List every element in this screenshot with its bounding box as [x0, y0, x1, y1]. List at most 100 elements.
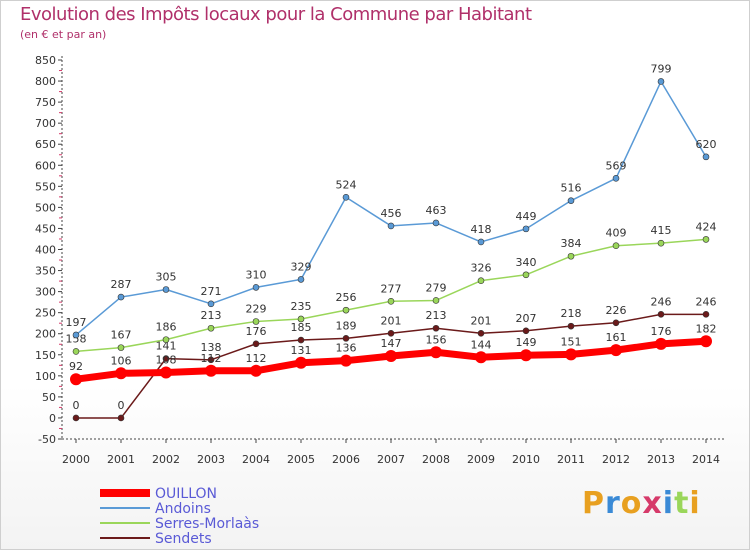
data-point-ouillon [160, 366, 172, 379]
data-label-sendets: 226 [606, 304, 627, 317]
x-tick-label: 2005 [287, 453, 315, 466]
data-point-serres-morla-s [162, 336, 170, 343]
data-point-sendets [522, 327, 530, 335]
y-tick-label: 700 [35, 117, 56, 130]
data-label-andoins: 329 [291, 260, 312, 273]
data-point-andoins [117, 293, 125, 301]
data-label-andoins: 310 [246, 268, 267, 281]
data-point-andoins [657, 78, 665, 85]
y-tick-label: 200 [35, 328, 56, 341]
data-point-sendets [432, 324, 440, 332]
y-tick-label: 350 [35, 265, 56, 278]
data-label-serres-morla-s: 415 [651, 224, 672, 237]
legend-label-andoins: Andoins [155, 501, 211, 517]
y-tick-label: 650 [35, 138, 56, 151]
data-label-andoins: 516 [561, 182, 582, 195]
data-point-andoins [162, 286, 170, 293]
data-point-sendets [477, 330, 485, 337]
chart-subtitle: (en € et par an) [20, 28, 107, 41]
y-tick-label: -50 [38, 433, 56, 446]
y-tick-label: 750 [35, 96, 56, 109]
data-point-sendets [117, 414, 125, 422]
x-tick-label: 2007 [377, 453, 405, 466]
x-tick-label: 2011 [557, 453, 585, 466]
data-point-serres-morla-s [117, 344, 125, 351]
data-point-sendets [207, 356, 215, 364]
y-tick-label: 400 [35, 244, 56, 257]
data-point-serres-morla-s [297, 315, 305, 323]
data-label-andoins: 463 [426, 204, 447, 217]
data-label-andoins: 305 [156, 271, 177, 284]
data-point-serres-morla-s [702, 236, 710, 243]
data-point-andoins [612, 175, 620, 182]
data-label-serres-morla-s: 186 [156, 321, 177, 334]
data-point-sendets [567, 322, 575, 330]
data-label-sendets: 0 [73, 399, 80, 412]
data-label-ouillon: 92 [69, 360, 83, 373]
data-label-andoins: 271 [201, 285, 222, 298]
data-label-ouillon: 144 [471, 338, 492, 351]
data-label-serres-morla-s: 277 [381, 282, 402, 295]
data-point-ouillon [610, 344, 622, 357]
proxiti-logo: Proxiti [582, 486, 701, 521]
data-label-ouillon: 131 [291, 344, 312, 357]
data-point-andoins [567, 197, 575, 204]
data-point-sendets [297, 336, 305, 344]
y-tick-label: 550 [35, 180, 56, 193]
data-label-serres-morla-s: 279 [426, 281, 447, 294]
y-tick-label: 300 [35, 286, 56, 299]
data-point-serres-morla-s [432, 297, 440, 304]
y-tick-label: 0 [49, 412, 56, 425]
data-label-ouillon: 112 [246, 352, 267, 365]
data-point-andoins [702, 153, 710, 161]
chart-title: Evolution des Impôts locaux pour la Comm… [20, 4, 532, 25]
data-point-serres-morla-s [567, 252, 575, 260]
x-tick-label: 2000 [62, 453, 90, 466]
data-label-sendets: 213 [426, 309, 447, 322]
x-tick-label: 2012 [602, 453, 630, 466]
data-label-andoins: 799 [651, 62, 672, 75]
data-point-ouillon [385, 350, 397, 363]
data-label-sendets: 176 [246, 325, 267, 338]
data-label-serres-morla-s: 167 [111, 329, 132, 342]
y-tick-label: 250 [35, 307, 56, 320]
legend-label-ouillon: OUILLON [155, 486, 217, 502]
x-tick-label: 2010 [512, 453, 540, 466]
x-tick-label: 2004 [242, 453, 270, 466]
data-point-ouillon [205, 364, 217, 377]
data-label-sendets: 218 [561, 307, 582, 320]
data-label-sendets: 246 [696, 295, 717, 308]
data-point-andoins [477, 238, 485, 246]
data-label-ouillon: 106 [111, 354, 132, 367]
data-label-sendets: 185 [291, 321, 312, 334]
data-point-ouillon [655, 337, 667, 350]
data-label-serres-morla-s: 340 [516, 256, 537, 269]
data-label-andoins: 418 [471, 223, 492, 236]
y-tick-label: 800 [35, 75, 56, 88]
data-point-sendets [342, 335, 350, 342]
data-label-serres-morla-s: 229 [246, 303, 267, 316]
data-label-ouillon: 136 [336, 342, 357, 355]
data-point-sendets [72, 414, 80, 422]
data-label-andoins: 456 [381, 207, 402, 220]
data-label-serres-morla-s: 326 [471, 262, 492, 275]
data-point-sendets [612, 319, 620, 327]
data-label-sendets: 0 [118, 399, 125, 412]
data-point-serres-morla-s [72, 348, 80, 355]
data-point-serres-morla-s [342, 306, 350, 314]
data-label-serres-morla-s: 409 [606, 227, 627, 240]
x-tick-label: 2006 [332, 453, 360, 466]
data-label-ouillon: 149 [516, 336, 537, 349]
data-point-serres-morla-s [477, 277, 485, 284]
data-point-ouillon [115, 367, 127, 380]
data-point-andoins [342, 193, 350, 201]
x-tick-label: 2014 [692, 453, 720, 466]
data-label-serres-morla-s: 158 [66, 332, 87, 345]
data-label-sendets: 201 [471, 314, 492, 327]
data-label-ouillon: 112 [201, 352, 222, 365]
y-tick-label: 850 [35, 54, 56, 67]
data-point-ouillon [250, 364, 262, 377]
data-label-sendets: 246 [651, 295, 672, 308]
data-point-serres-morla-s [612, 242, 620, 250]
